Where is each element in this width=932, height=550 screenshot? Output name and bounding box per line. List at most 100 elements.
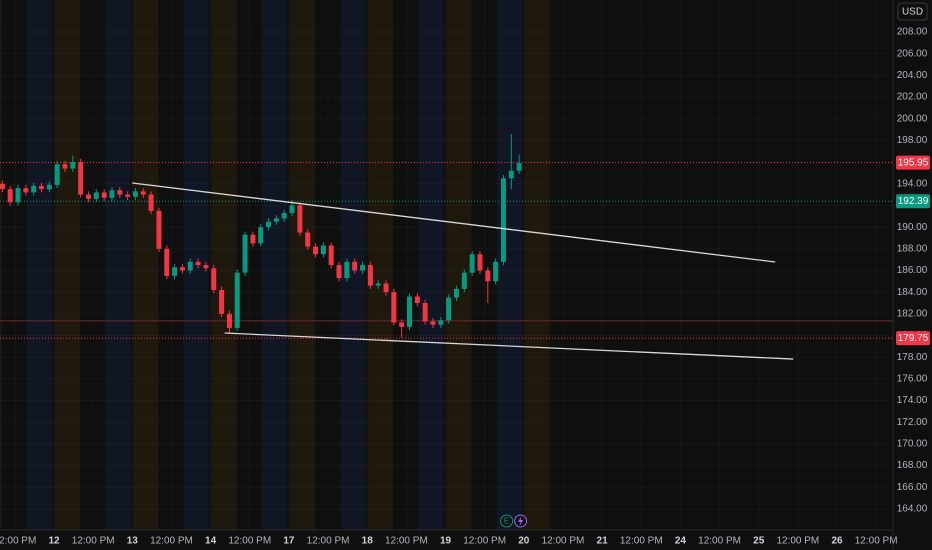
- x-tick-label: 14: [205, 536, 217, 547]
- candle-body: [85, 194, 91, 199]
- candle-body: [242, 234, 248, 273]
- candle-body: [477, 254, 483, 271]
- candle-body: [7, 189, 13, 203]
- candle-body: [297, 205, 303, 233]
- candle-body: [313, 246, 319, 255]
- candle-body: [15, 188, 21, 203]
- x-tick-label: 12:00 PM: [620, 536, 663, 547]
- candle-body: [281, 213, 287, 219]
- candle-body: [78, 162, 84, 195]
- y-tick-label: 186.00: [897, 265, 928, 276]
- candle-body: [360, 265, 366, 271]
- candle-body: [93, 192, 99, 199]
- candle-body: [266, 221, 272, 228]
- x-tick-label: 12:00 PM: [776, 536, 819, 547]
- y-tick-label: 166.00: [897, 482, 928, 493]
- candle-body: [148, 194, 154, 211]
- candle-body: [31, 185, 37, 193]
- candle-body: [407, 296, 413, 327]
- pre-market-band: [0, 0, 2, 530]
- y-tick-label: 184.00: [897, 287, 928, 298]
- y-tick-label: 176.00: [897, 374, 928, 385]
- y-tick-label: 208.00: [897, 27, 928, 38]
- x-tick-label: 13: [127, 536, 139, 547]
- candle-body: [289, 205, 295, 214]
- after-hours-band: [418, 0, 444, 530]
- candle-body: [250, 234, 256, 244]
- x-tick-label: 12:00 PM: [72, 536, 115, 547]
- y-tick-label: 174.00: [897, 395, 928, 406]
- currency-label[interactable]: USD: [902, 7, 923, 18]
- x-tick-label: 17: [283, 536, 295, 547]
- x-tick-label: 12:00 PM: [385, 536, 428, 547]
- candle-body: [391, 292, 397, 323]
- after-hours-band: [496, 0, 522, 530]
- candle-body: [508, 170, 514, 179]
- candle-body: [273, 218, 279, 222]
- price-label: 179.75: [898, 333, 929, 344]
- candle-body: [500, 178, 506, 262]
- y-tick-label: 172.00: [897, 417, 928, 428]
- candle-body: [0, 183, 5, 190]
- candle-body: [446, 297, 452, 321]
- x-tick-label: 12: [48, 536, 60, 547]
- candle-body: [203, 265, 209, 269]
- candle-body: [469, 254, 475, 273]
- candle-body: [117, 190, 123, 195]
- x-tick-label: 20: [518, 536, 530, 547]
- y-tick-label: 202.00: [897, 92, 928, 103]
- after-hours-band: [27, 0, 52, 530]
- pre-market-band: [133, 0, 159, 530]
- candle-body: [101, 192, 107, 198]
- event-marker: [500, 514, 514, 528]
- price-label: 192.39: [898, 196, 929, 207]
- x-tick-label: 12:00 PM: [698, 536, 741, 547]
- trend-line: [132, 182, 776, 263]
- candle-body: [23, 188, 29, 193]
- pre-market-band: [55, 0, 80, 530]
- y-tick-label: 198.00: [897, 135, 928, 146]
- pre-market-band: [211, 0, 237, 530]
- candle-body: [493, 261, 499, 282]
- x-tick-label: 12:00 PM: [855, 536, 898, 547]
- y-tick-label: 190.00: [897, 222, 928, 233]
- candle-body: [211, 268, 217, 290]
- x-tick-label: 12:00 PM: [463, 536, 506, 547]
- y-tick-label: 194.00: [897, 178, 928, 189]
- candle-body: [438, 320, 444, 325]
- candle-body: [516, 163, 522, 171]
- after-hours-band: [105, 0, 131, 530]
- pre-market-band: [524, 0, 550, 530]
- y-tick-label: 204.00: [897, 70, 928, 81]
- candle-body: [125, 194, 131, 197]
- candle-body: [62, 164, 68, 169]
- currency-box[interactable]: [897, 2, 928, 21]
- candle-body: [320, 245, 326, 255]
- candle-body: [399, 322, 405, 327]
- candle-body: [258, 227, 264, 244]
- candle-body: [461, 272, 467, 289]
- x-tick-label: 12:00 PM: [0, 536, 36, 547]
- candle-body: [38, 185, 44, 190]
- y-tick-label: 178.00: [897, 352, 928, 363]
- candle-body: [164, 248, 170, 276]
- candle-body: [195, 261, 201, 266]
- x-tick-label: 21: [597, 536, 609, 547]
- candle-body: [430, 321, 436, 325]
- candle-body: [344, 261, 350, 279]
- candle-body: [219, 289, 225, 314]
- y-tick-label: 200.00: [897, 113, 928, 124]
- candle-body: [422, 302, 428, 322]
- candle-body: [46, 184, 52, 190]
- candle-body: [70, 162, 76, 169]
- candle-body: [305, 232, 311, 247]
- pre-market-band: [446, 0, 472, 530]
- x-tick-label: 18: [362, 536, 374, 547]
- price-label-box: [896, 194, 930, 209]
- y-tick-label: 170.00: [897, 439, 928, 450]
- x-tick-label: 12:00 PM: [307, 536, 350, 547]
- candle-body: [132, 191, 138, 197]
- candle-body: [187, 261, 193, 271]
- price-label: 195.95: [898, 157, 929, 168]
